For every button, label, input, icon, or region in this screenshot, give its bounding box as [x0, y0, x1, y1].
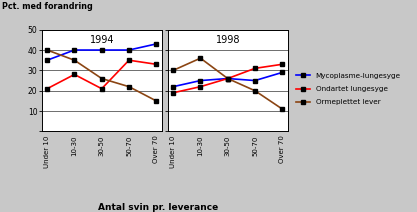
Legend: Mycoplasme-lungesyge, Ondartet lungesyge, Ormeplettet lever: Mycoplasme-lungesyge, Ondartet lungesyge…: [296, 73, 401, 105]
Text: 1998: 1998: [216, 35, 240, 45]
Text: Pct. med forandring: Pct. med forandring: [2, 2, 93, 11]
Text: 1994: 1994: [90, 35, 114, 45]
Text: Antal svin pr. leverance: Antal svin pr. leverance: [98, 203, 219, 212]
